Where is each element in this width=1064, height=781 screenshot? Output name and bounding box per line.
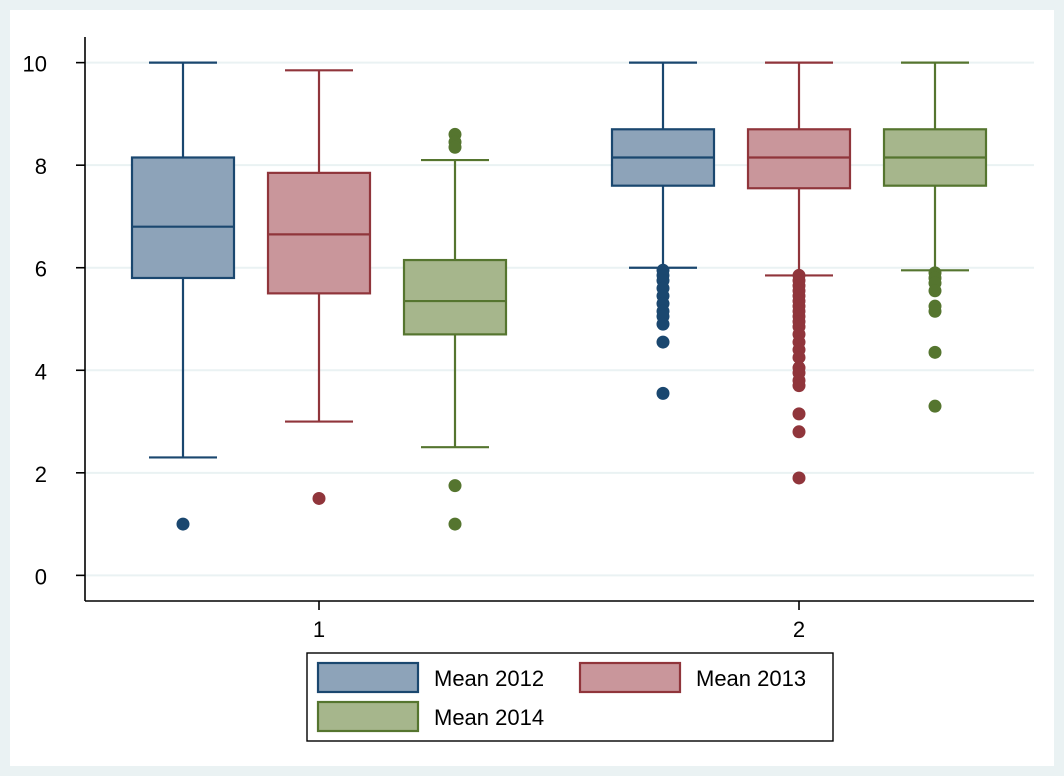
box-0-cat-1 [130, 61, 236, 531]
outlier-point [792, 471, 806, 485]
y-tick-label: 0 [35, 564, 47, 589]
outlier-point [792, 425, 806, 439]
outlier-point [448, 479, 462, 493]
legend-swatch [316, 661, 420, 694]
y-tick-label: 6 [35, 257, 47, 282]
box-0-cat-2 [610, 61, 716, 400]
outlier-point [176, 517, 190, 531]
box-1-cat-2 [746, 61, 852, 485]
x-tick-label: 2 [793, 617, 805, 642]
box-2-cat-2 [882, 61, 988, 413]
outlier-point [928, 399, 942, 413]
outlier-point [792, 407, 806, 421]
y-tick-label: 10 [23, 52, 47, 77]
legend-label: Mean 2012 [434, 666, 544, 691]
gridlines [85, 61, 1034, 577]
box-iqr [402, 258, 508, 336]
y-tick-label: 8 [35, 154, 47, 179]
legend: Mean 2012 Mean 2013 Mean 2014 [306, 652, 834, 742]
outlier-point [792, 379, 806, 393]
legend-label: Mean 2013 [696, 666, 806, 691]
legend-swatch [578, 661, 682, 694]
box-iqr [266, 171, 372, 295]
series-mean-2013 [266, 61, 852, 505]
x-tick-label: 1 [313, 617, 325, 642]
outlier-point [928, 284, 942, 298]
outlier-point [448, 517, 462, 531]
outlier-point [656, 317, 670, 331]
box-series-group [130, 61, 988, 531]
outlier-point [928, 345, 942, 359]
box-iqr [130, 156, 236, 280]
legend-label: Mean 2014 [434, 705, 544, 730]
y-tick-label: 2 [35, 462, 47, 487]
outlier-point [792, 350, 806, 364]
y-tick-label: 4 [35, 359, 47, 384]
legend-swatch [316, 700, 420, 733]
box-iqr [746, 128, 852, 190]
series-mean-2012 [130, 61, 716, 531]
outlier-point [656, 386, 670, 400]
box-2-cat-1 [402, 127, 508, 531]
outlier-point [928, 304, 942, 318]
outlier-point [312, 491, 326, 505]
box-1-cat-1 [266, 69, 372, 505]
series-mean-2014 [402, 61, 988, 531]
outlier-point [448, 140, 462, 154]
outlier-point [656, 335, 670, 349]
